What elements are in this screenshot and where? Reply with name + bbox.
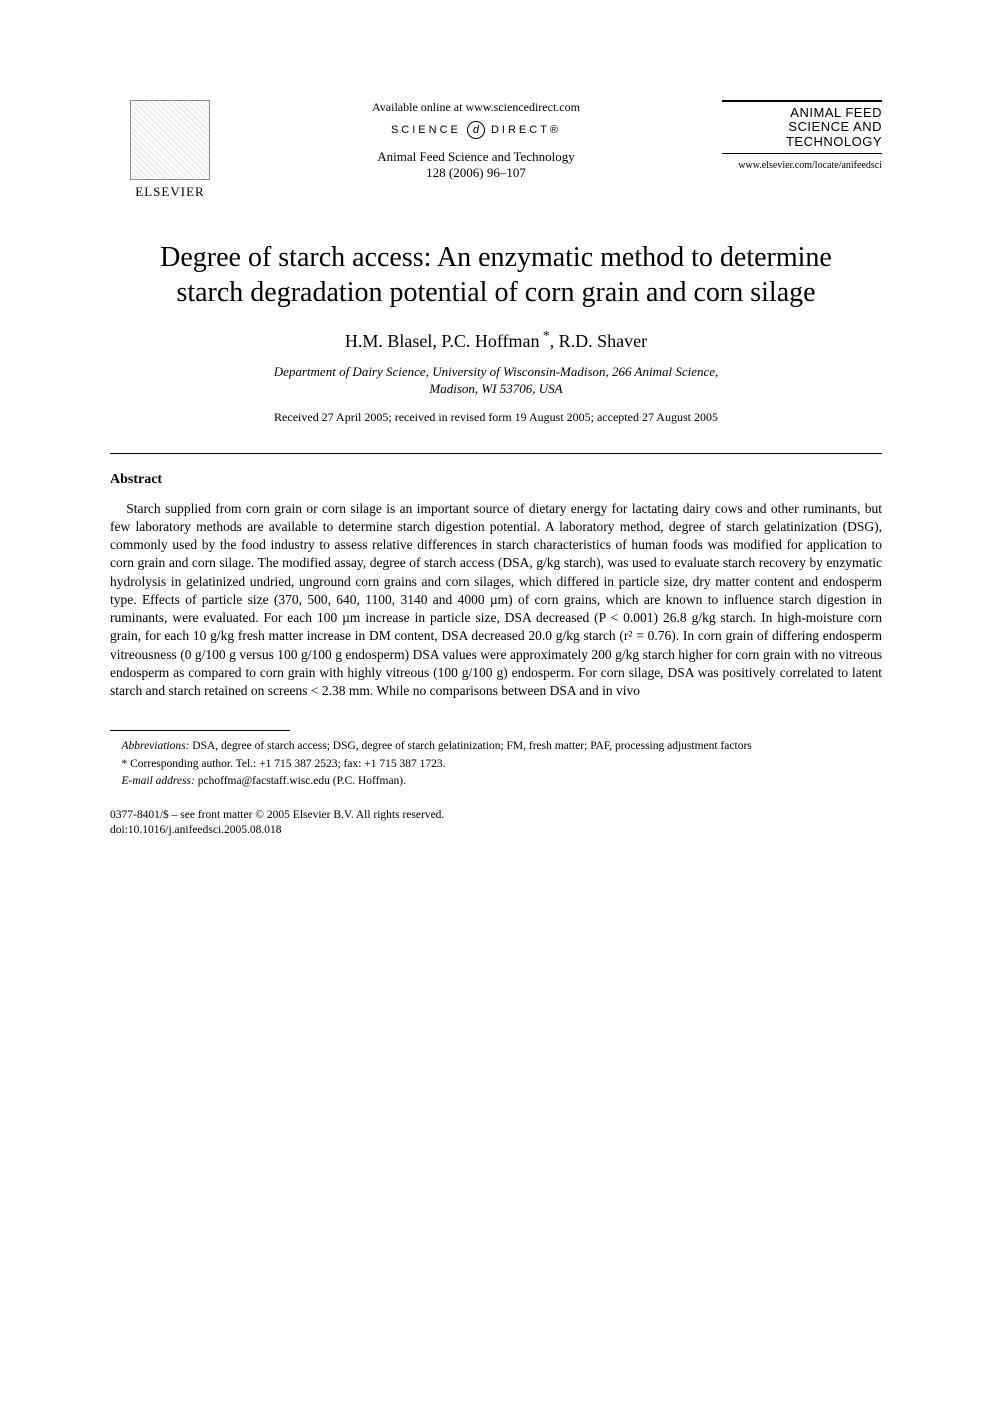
email-line: E-mail address: pchoffma@facstaff.wisc.e…	[110, 774, 882, 790]
author-2: P.C. Hoffman	[441, 331, 539, 351]
abstract-heading: Abstract	[110, 472, 882, 488]
affiliation-l1: Department of Dairy Science, University …	[110, 364, 882, 381]
section-rule	[110, 453, 882, 454]
abbreviations-line: Abbreviations: DSA, degree of starch acc…	[110, 739, 882, 755]
publisher-name: ELSEVIER	[135, 184, 204, 200]
abbrev-text: DSA, degree of starch access; DSG, degre…	[189, 740, 751, 752]
sd-right: DIRECT®	[491, 124, 561, 136]
article-title: Degree of starch access: An enzymatic me…	[130, 240, 862, 310]
copyright-block: 0377-8401/$ – see front matter © 2005 El…	[110, 808, 882, 838]
authors: H.M. Blasel, P.C. Hoffman *, R.D. Shaver	[110, 328, 882, 352]
sd-left: SCIENCE	[391, 124, 461, 136]
email-value: pchoffma@facstaff.wisc.edu (P.C. Hoffman…	[195, 775, 406, 787]
email-label: E-mail address:	[122, 775, 195, 787]
footnotes: Abbreviations: DSA, degree of starch acc…	[110, 739, 882, 790]
elsevier-tree-icon	[130, 100, 210, 180]
abbrev-label: Abbreviations:	[122, 740, 190, 752]
affiliation-l2: Madison, WI 53706, USA	[110, 381, 882, 398]
paper-header: ELSEVIER Available online at www.science…	[110, 100, 882, 200]
sd-globe-icon: d	[467, 121, 485, 139]
journal-title-box: ANIMAL FEED SCIENCE AND TECHNOLOGY	[722, 100, 882, 154]
journal-box-l2: SCIENCE AND	[722, 120, 882, 134]
author-sep: ,	[550, 331, 559, 351]
publisher-block: ELSEVIER	[110, 100, 230, 200]
journal-box-l3: TECHNOLOGY	[722, 135, 882, 149]
header-center: Available online at www.sciencedirect.co…	[230, 100, 722, 181]
author-3: R.D. Shaver	[559, 331, 648, 351]
corr-text: Corresponding author. Tel.: +1 715 387 2…	[127, 758, 445, 770]
copyright-l1: 0377-8401/$ – see front matter © 2005 El…	[110, 808, 882, 823]
citation: 128 (2006) 96–107	[230, 165, 722, 181]
footnote-rule	[110, 730, 290, 731]
journal-name: Animal Feed Science and Technology	[230, 149, 722, 165]
journal-box-l1: ANIMAL FEED	[722, 106, 882, 120]
corr-marker-icon: *	[540, 328, 550, 343]
affiliation: Department of Dairy Science, University …	[110, 364, 882, 398]
doi-line: doi:10.1016/j.anifeedsci.2005.08.018	[110, 823, 882, 838]
header-right: ANIMAL FEED SCIENCE AND TECHNOLOGY www.e…	[722, 100, 882, 171]
article-dates: Received 27 April 2005; received in revi…	[110, 410, 882, 425]
author-1: H.M. Blasel,	[345, 331, 442, 351]
abstract-body: Starch supplied from corn grain or corn …	[110, 500, 882, 700]
sciencedirect-logo: SCIENCE d DIRECT®	[230, 121, 722, 139]
journal-url: www.elsevier.com/locate/anifeedsci	[722, 160, 882, 171]
corresponding-author-line: * Corresponding author. Tel.: +1 715 387…	[110, 757, 882, 773]
available-online-text: Available online at www.sciencedirect.co…	[230, 100, 722, 115]
